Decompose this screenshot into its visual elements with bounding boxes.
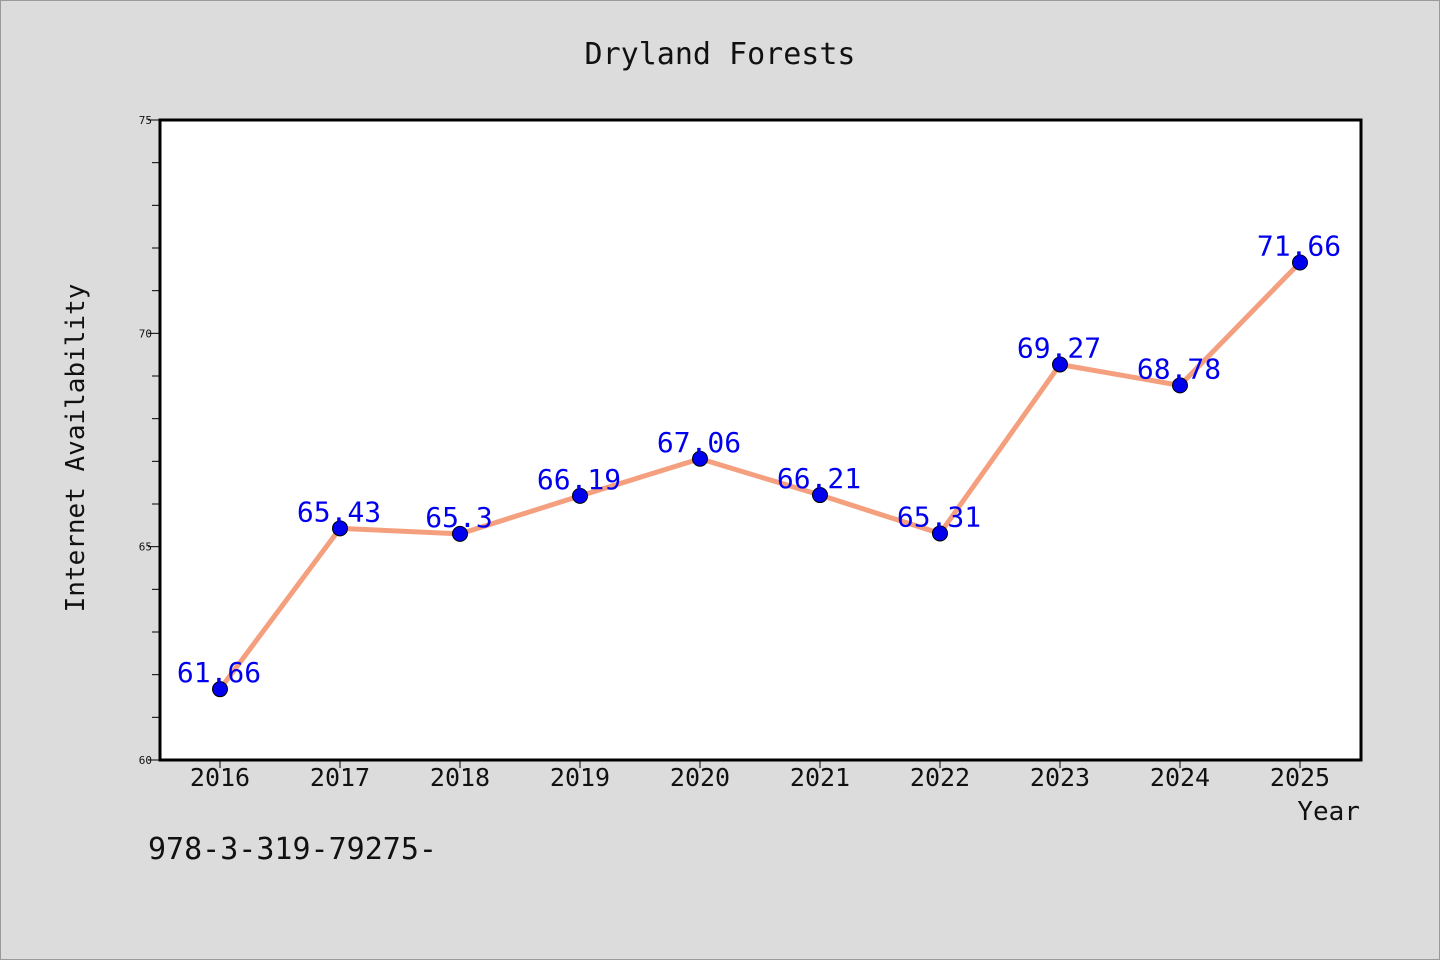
- data-label: 65.3: [425, 501, 492, 534]
- y-axis-label: Internet Availability: [61, 284, 91, 613]
- data-point: [692, 450, 708, 467]
- data-point: [812, 487, 828, 504]
- data-point: [1052, 356, 1068, 373]
- x-tick-label: 2019: [550, 763, 610, 792]
- data-label: 71.66: [1257, 230, 1341, 263]
- x-tick-label: 2017: [310, 763, 370, 792]
- y-axis-ticks: 60 65 70 75: [139, 114, 160, 767]
- data-point: [1292, 254, 1308, 271]
- data-label: 67.06: [657, 426, 741, 459]
- data-point: [572, 487, 588, 504]
- x-tick-label: 2024: [1150, 763, 1210, 792]
- data-label: 66.21: [777, 462, 861, 495]
- footer-code: 978-3-319-79275-: [148, 832, 437, 867]
- data-label: 65.31: [897, 500, 981, 533]
- y-tick-label: 60: [139, 754, 152, 767]
- y-tick-label: 75: [139, 114, 152, 127]
- x-tick-label: 2018: [430, 763, 490, 792]
- plot-border: [158, 118, 1363, 762]
- data-label: 68.78: [1137, 352, 1221, 385]
- x-tick-label: 2016: [190, 763, 250, 792]
- x-tick-label: 2021: [790, 763, 850, 792]
- x-tick-label: 2025: [1270, 763, 1330, 792]
- chart-title: Dryland Forests: [585, 37, 856, 72]
- data-point: [932, 525, 948, 542]
- data-label: 65.43: [297, 495, 381, 528]
- data-point: [212, 681, 228, 698]
- x-tick-label: 2023: [1030, 763, 1090, 792]
- x-axis-ticks: 2016 2017 2018 2019 2020 2021 2022 2023 2024 2025: [190, 760, 1330, 792]
- x-tick-label: 2022: [910, 763, 970, 792]
- plot-area: [160, 120, 1361, 760]
- x-tick-label: 2020: [670, 763, 730, 792]
- data-point: [332, 520, 348, 537]
- data-labels: 61.66 65.43 65.3 66.19 67.06 66.21 65.31 69.27 6…: [177, 230, 1341, 690]
- series-markers: [212, 254, 1308, 698]
- y-tick-label: 65: [139, 541, 152, 554]
- data-point: [452, 525, 468, 542]
- data-label: 61.66: [177, 656, 261, 689]
- data-label: 69.27: [1017, 331, 1101, 364]
- series-line: [217, 260, 1303, 692]
- x-axis-label: Year: [1297, 797, 1360, 827]
- data-label: 66.19: [537, 463, 621, 496]
- data-point: [1172, 377, 1188, 394]
- y-tick-label: 70: [139, 327, 152, 340]
